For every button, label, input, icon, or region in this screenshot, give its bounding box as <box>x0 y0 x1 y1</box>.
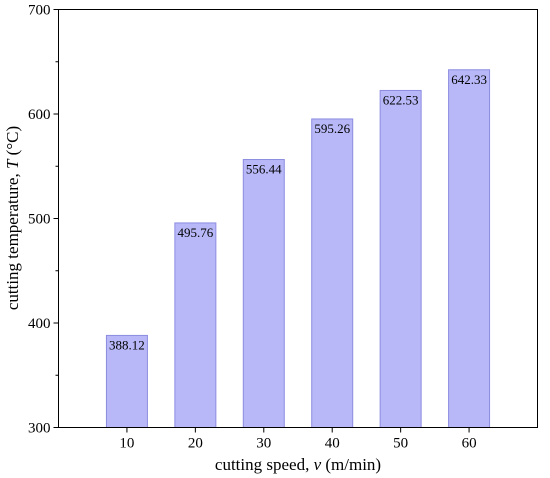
bars-group <box>105 69 491 429</box>
x-axis-ticks: 10 20 30 40 50 60 <box>119 427 477 452</box>
y-tick-label-700: 700 <box>28 3 51 19</box>
x-tick-label-50: 50 <box>393 436 408 452</box>
bar-value-labels: 388.12 495.76 556.44 595.26 622.53 642.33 <box>109 72 487 353</box>
y-tick-label-500: 500 <box>28 212 51 228</box>
bar-50 <box>379 89 422 428</box>
bar-20 <box>174 222 217 428</box>
bar-value-label-40: 595.26 <box>314 121 350 136</box>
x-axis-title: cutting speed, v (m/min) <box>215 455 381 474</box>
x-tick-label-40: 40 <box>325 436 340 452</box>
y-tick-label-400: 400 <box>28 316 51 332</box>
bar-value-label-20: 495.76 <box>177 225 213 240</box>
x-tick-label-10: 10 <box>119 436 134 452</box>
y-tick-label-300: 300 <box>28 421 51 437</box>
x-tick-label-30: 30 <box>256 436 271 452</box>
bar-10 <box>105 334 148 429</box>
bar-value-label-60: 642.33 <box>451 72 487 87</box>
bar-40 <box>311 118 354 428</box>
y-axis-title: cutting temperature, T (°C) <box>3 126 22 310</box>
bar-value-label-10: 388.12 <box>109 337 145 352</box>
y-axis-ticks: 300 400 500 600 700 <box>28 3 59 437</box>
bar-30 <box>242 159 285 428</box>
x-tick-label-60: 60 <box>462 436 477 452</box>
bar-value-label-30: 556.44 <box>246 162 282 177</box>
bar-60 <box>448 69 491 429</box>
x-tick-label-20: 20 <box>188 436 203 452</box>
bar-value-label-50: 622.53 <box>383 92 419 107</box>
y-tick-label-600: 600 <box>28 107 51 123</box>
